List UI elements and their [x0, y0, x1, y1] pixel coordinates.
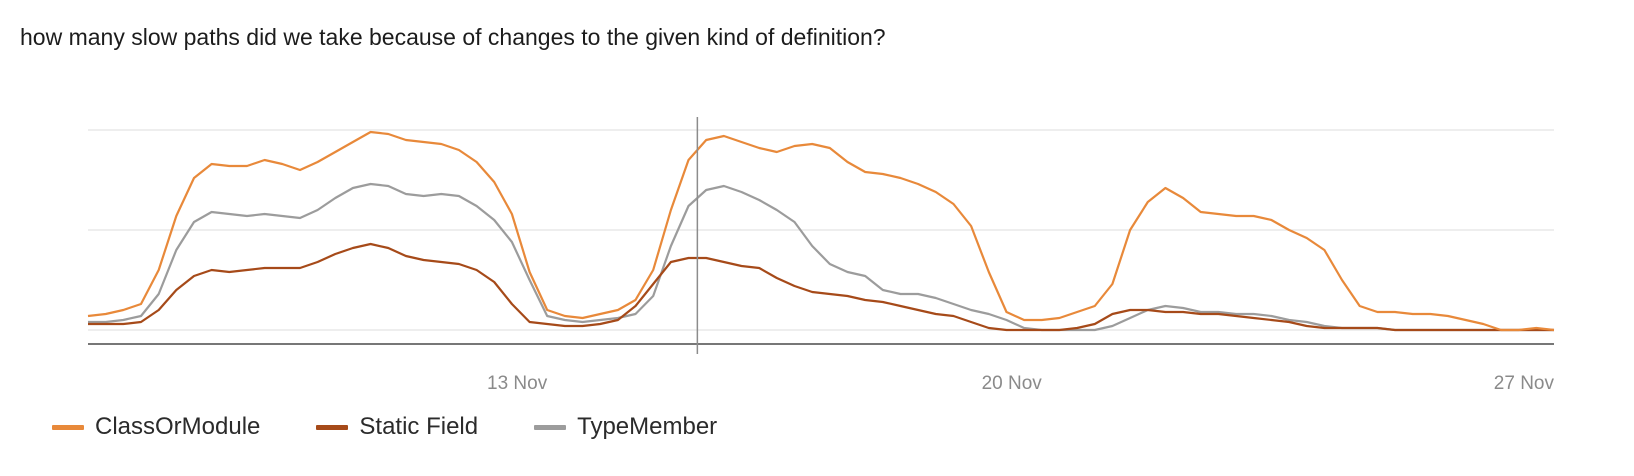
- series-line-static-field[interactable]: [88, 242, 1554, 332]
- gridlines: [88, 129, 1554, 331]
- x-tick-label: 27 Nov: [1494, 373, 1555, 394]
- x-tick-label: 13 Nov: [487, 373, 548, 394]
- legend-item-typemember[interactable]: TypeMember: [534, 413, 717, 441]
- legend-swatch-classormodule: [52, 424, 84, 430]
- series-line-typemember[interactable]: [88, 182, 1554, 332]
- legend-swatch-typemember: [534, 424, 567, 430]
- chart-title: how many slow paths did we take because …: [20, 24, 886, 50]
- legend-label-classormodule: ClassOrModule: [95, 413, 261, 440]
- legend-label-static-field: Static Field: [359, 413, 479, 440]
- legend-item-classormodule[interactable]: ClassOrModule: [52, 413, 260, 441]
- legend-item-static-field[interactable]: Static Field: [316, 413, 478, 441]
- chart-legend: ClassOrModule Static Field TypeMember: [52, 411, 773, 443]
- legend-swatch-static-field: [316, 424, 349, 430]
- series-lines: [87, 130, 1555, 332]
- legend-label-typemember: TypeMember: [577, 413, 718, 440]
- series-line-classormodule[interactable]: [87, 130, 1555, 332]
- x-axis-ticks: 13 Nov 20 Nov 27 Nov: [487, 373, 1554, 394]
- x-tick-label: 20 Nov: [982, 373, 1043, 394]
